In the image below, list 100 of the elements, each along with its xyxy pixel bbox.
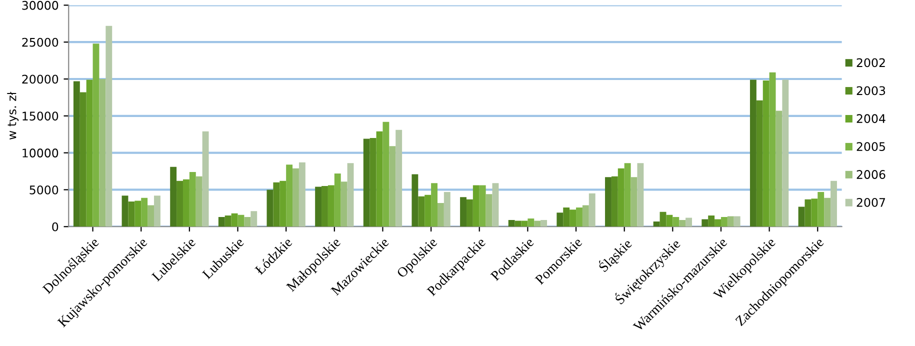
bar — [99, 79, 106, 227]
bar — [769, 72, 776, 227]
bar — [686, 218, 692, 227]
bar — [250, 211, 258, 227]
bar — [286, 164, 293, 227]
bar — [776, 110, 782, 227]
legend-label: 2004 — [856, 114, 886, 124]
bar — [521, 220, 528, 227]
bar — [492, 183, 499, 227]
bar — [418, 196, 425, 227]
bar — [280, 180, 286, 227]
bar — [782, 80, 789, 227]
bar — [334, 173, 341, 227]
bar — [714, 219, 721, 227]
bar — [479, 185, 486, 227]
bar — [762, 80, 770, 227]
bar — [702, 219, 708, 227]
bar — [389, 146, 396, 227]
bar — [154, 196, 160, 227]
bar — [611, 176, 618, 227]
bar — [170, 166, 177, 227]
bar — [363, 138, 370, 227]
bar — [528, 218, 534, 227]
bar — [298, 162, 306, 227]
bar — [588, 193, 596, 227]
bar — [824, 198, 831, 227]
bar — [708, 216, 715, 227]
legend-label: 2002 — [856, 58, 885, 68]
bar — [122, 196, 128, 227]
bar — [534, 220, 541, 227]
bar — [141, 198, 148, 227]
legend-label: 2007 — [856, 198, 885, 207]
bar — [727, 216, 734, 227]
bar — [424, 194, 432, 227]
bar — [734, 216, 740, 227]
bar — [804, 199, 812, 227]
bar — [540, 220, 548, 227]
bar — [202, 131, 209, 227]
bar — [720, 217, 728, 227]
bar — [798, 206, 805, 227]
bar — [618, 168, 624, 227]
bar — [231, 213, 238, 227]
bar — [92, 44, 100, 227]
bar — [273, 182, 280, 227]
bar — [86, 80, 93, 227]
bar — [322, 186, 328, 227]
bar — [80, 92, 86, 227]
y-tick-label: 0 — [52, 222, 58, 232]
bar — [666, 214, 673, 227]
bar — [582, 205, 589, 227]
bar — [134, 200, 142, 227]
bar — [382, 122, 390, 227]
bar — [376, 131, 383, 227]
bar — [818, 192, 824, 227]
bar — [128, 202, 135, 227]
bar — [811, 198, 818, 227]
legend-label: 2005 — [856, 142, 885, 152]
bar — [266, 190, 274, 227]
bar — [486, 194, 492, 227]
bar — [182, 179, 190, 227]
bar — [624, 163, 631, 227]
bar — [660, 212, 666, 227]
bar — [328, 185, 334, 227]
bar — [637, 163, 644, 227]
bar — [412, 174, 418, 227]
bar — [679, 220, 686, 227]
bar — [292, 168, 299, 227]
y-tick-label: 5000 — [30, 185, 58, 194]
bar — [514, 220, 522, 227]
bar — [444, 192, 450, 227]
bar — [73, 81, 80, 227]
bar — [460, 197, 466, 227]
bar — [630, 177, 638, 227]
bar — [347, 163, 354, 227]
bar — [472, 185, 480, 227]
bar — [508, 220, 515, 227]
bar — [756, 100, 763, 227]
bar — [106, 26, 112, 227]
bar — [340, 182, 348, 227]
bar — [605, 177, 612, 227]
bar — [576, 207, 582, 227]
y-tick-label: 20000 — [22, 74, 58, 84]
y-tick-label: 30000 — [22, 0, 58, 10]
y-tick-label: 25000 — [22, 38, 58, 47]
bar — [370, 138, 376, 227]
legend-label: 2006 — [856, 170, 886, 179]
legend-label: 2003 — [856, 86, 886, 96]
bar — [570, 210, 576, 227]
y-tick-label: 15000 — [22, 112, 58, 121]
bar — [653, 221, 660, 227]
bar — [176, 180, 183, 227]
bar — [189, 172, 196, 227]
bar — [437, 203, 444, 227]
bar — [396, 130, 402, 227]
bar — [563, 207, 570, 227]
bar — [672, 217, 680, 227]
bar — [466, 199, 473, 227]
bar — [431, 183, 438, 227]
y-axis-title: w tys. zł — [7, 92, 19, 140]
bar — [315, 186, 322, 227]
